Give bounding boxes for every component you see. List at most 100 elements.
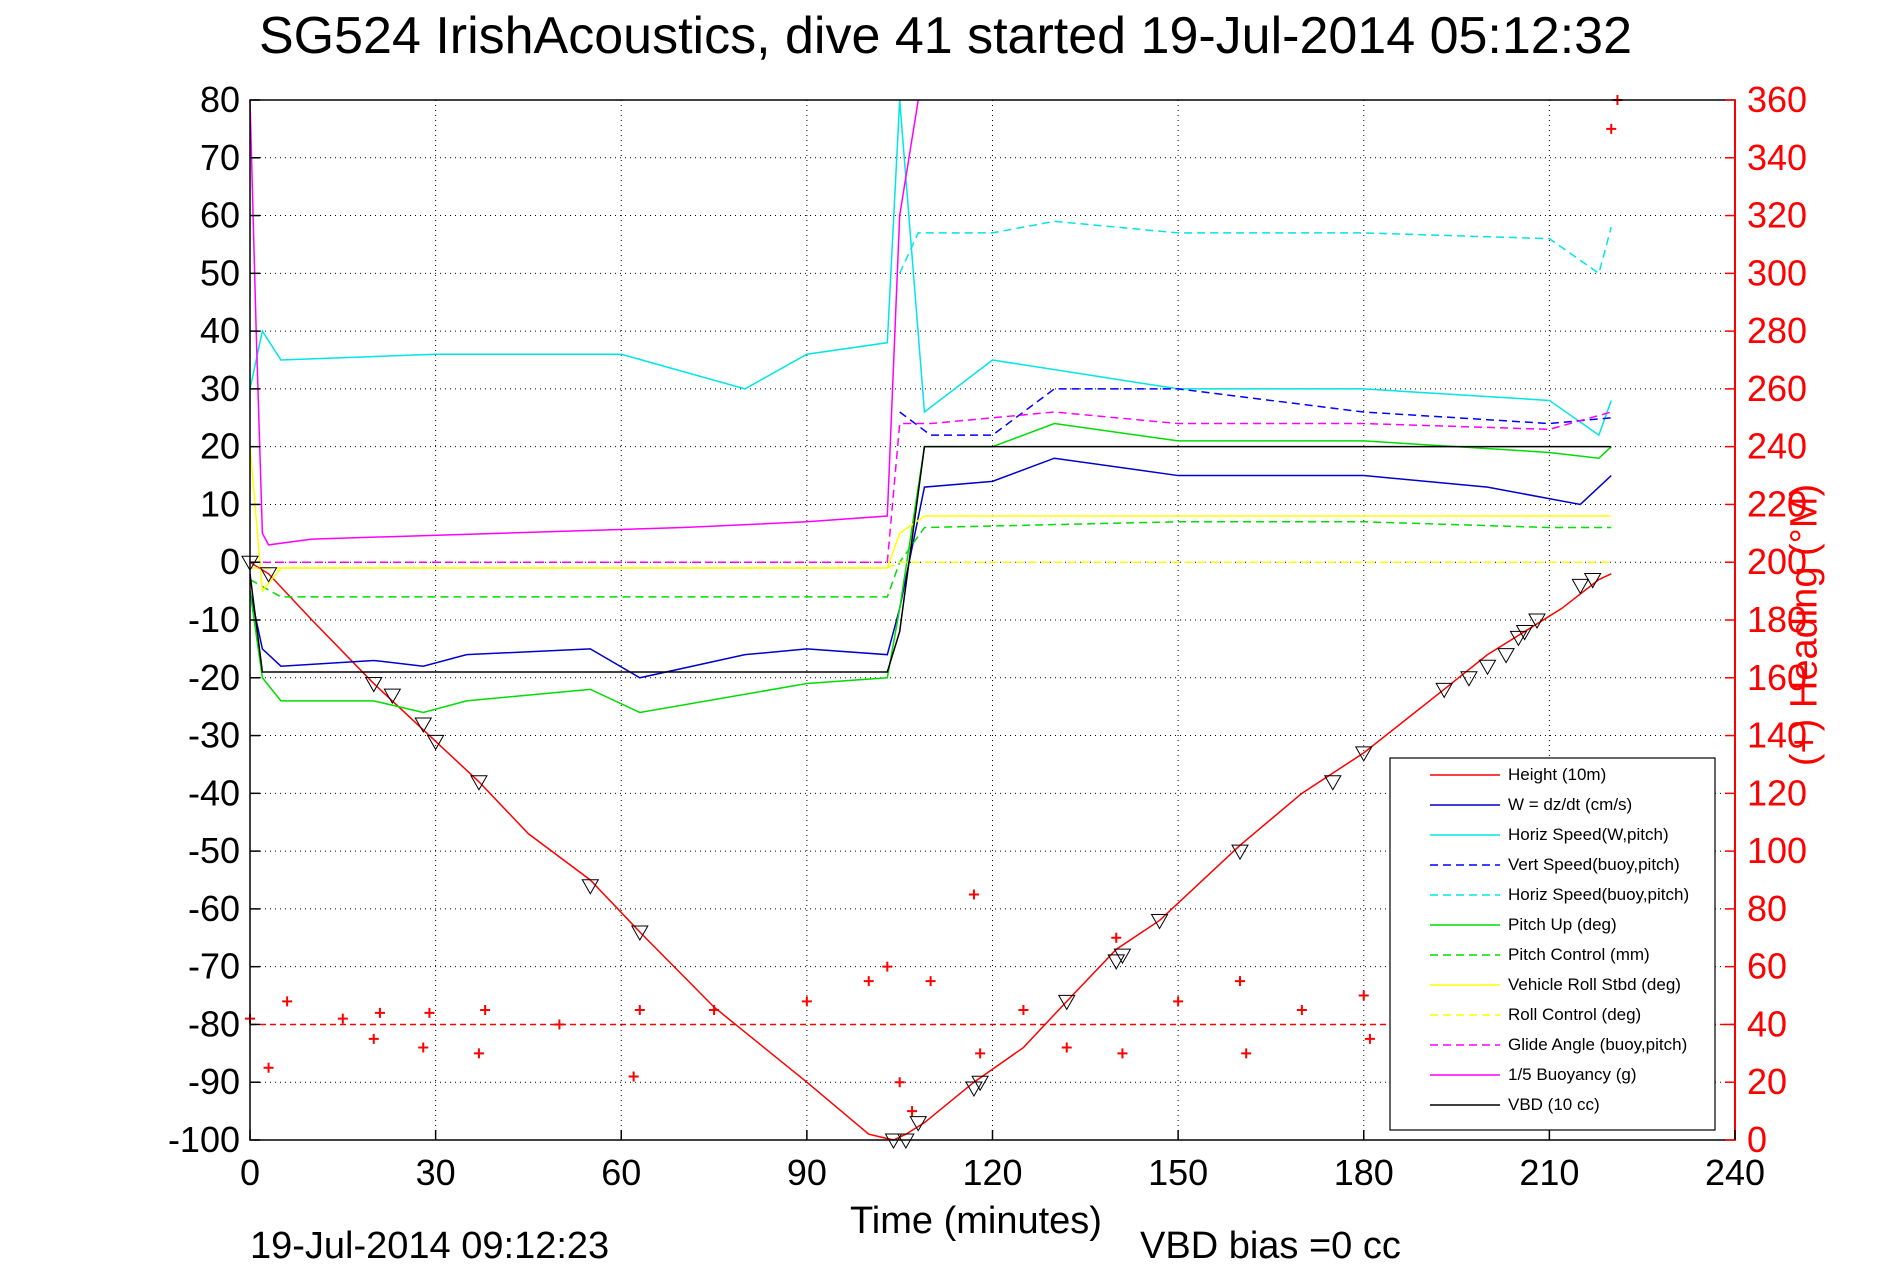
x-axis-label: Time (minutes) [850, 1200, 1102, 1242]
y-tick-label: -70 [188, 946, 240, 987]
y-tick-label: -60 [188, 888, 240, 929]
y2-tick-label: 160 [1747, 657, 1807, 698]
x-tick-label: 240 [1705, 1152, 1765, 1193]
series-line-11 [249, 445, 1612, 673]
x-tick-label: 210 [1519, 1152, 1579, 1193]
legend-label: Height (10m) [1508, 765, 1606, 784]
triangle-marker [1435, 682, 1454, 699]
x-tick-label: 30 [416, 1152, 456, 1193]
triangle-marker [383, 688, 402, 705]
heading-marker [894, 1077, 905, 1088]
x-tick-label: 90 [787, 1152, 827, 1193]
heading-marker [709, 1005, 720, 1015]
series-line-8 [250, 561, 1612, 569]
y2-tick-label: 60 [1747, 946, 1787, 987]
y2-tick-label: 180 [1747, 599, 1807, 640]
y-tick-label: -20 [188, 657, 240, 698]
heading-marker [1018, 1005, 1029, 1015]
y2-tick-label: 40 [1747, 1003, 1787, 1044]
y-tick-label: -100 [168, 1119, 240, 1160]
y-tick-label: 50 [200, 252, 240, 293]
heading-marker [1061, 1042, 1072, 1053]
heading-marker [337, 1013, 348, 1024]
heading-marker [634, 1005, 645, 1015]
y2-tick-label: 300 [1747, 252, 1807, 293]
triangle-marker [414, 717, 433, 734]
y2-tick-label: 360 [1747, 79, 1807, 120]
heading-marker [1358, 990, 1369, 1001]
legend-label: Pitch Control (mm) [1508, 945, 1650, 964]
y2-tick-label: 120 [1747, 772, 1807, 813]
y-tick-label: 0 [220, 541, 240, 582]
triangle-marker [1460, 671, 1478, 687]
y2-axis-label: (+) Heading (°M) [1783, 483, 1826, 767]
x-tick-label: 180 [1334, 1152, 1394, 1193]
series-line-6 [249, 521, 1612, 598]
triangle-marker [426, 734, 445, 751]
legend-label: Vehicle Roll Stbd (deg) [1508, 975, 1681, 994]
heading-marker [1606, 123, 1617, 134]
triangle-marker [897, 1133, 915, 1150]
y2-tick-label: 0 [1747, 1119, 1767, 1160]
triangle-marker [630, 925, 649, 942]
legend-label: Vert Speed(buoy,pitch) [1508, 855, 1680, 874]
y-tick-label: 20 [200, 426, 240, 467]
heading-marker [907, 1106, 918, 1117]
x-tick-label: 60 [601, 1152, 641, 1193]
triangle-marker [1150, 913, 1169, 930]
triangle-marker [1528, 613, 1546, 630]
x-tick-label: 120 [962, 1152, 1022, 1193]
y-tick-label: -10 [188, 599, 240, 640]
legend-box [1389, 757, 1716, 1131]
legend-label: VBD (10 cc) [1508, 1095, 1600, 1114]
y-tick-label: 40 [200, 310, 240, 351]
legend-label: Horiz Speed(W,pitch) [1508, 825, 1669, 844]
triangle-marker [1323, 775, 1342, 791]
heading-marker [473, 1048, 484, 1059]
triangle-marker [971, 1075, 989, 1092]
triangle-marker [965, 1081, 983, 1098]
triangle-marker [1571, 578, 1590, 595]
y2-tick-label: 100 [1747, 830, 1807, 871]
y-tick-label: -80 [188, 1003, 240, 1044]
series-line-2 [249, 99, 1612, 437]
heading-marker [418, 1042, 429, 1053]
chart-title: SG524 IrishAcoustics, dive 41 started 19… [258, 7, 1633, 65]
y2-tick-label: 240 [1747, 426, 1807, 467]
y-tick-label: -40 [188, 772, 240, 813]
series-line-10 [249, 99, 919, 546]
heading-marker [1241, 1048, 1252, 1059]
heading-marker [480, 1005, 491, 1015]
vbd-bias-text: VBD bias =0 cc [1140, 1225, 1401, 1267]
heading-marker [1111, 932, 1122, 943]
heading-marker [628, 1071, 639, 1082]
heading-marker [968, 889, 979, 900]
legend-label: W = dz/dt (cm/s) [1508, 795, 1632, 814]
triangle-marker [909, 1116, 928, 1132]
y2-tick-label: 140 [1747, 715, 1807, 756]
heading-marker [263, 1062, 274, 1073]
triangle-marker [1107, 954, 1126, 970]
heading-marker [368, 1033, 379, 1044]
y-tick-label: -90 [188, 1061, 240, 1102]
triangle-marker [1057, 994, 1076, 1011]
triangle-marker [1497, 648, 1515, 664]
y-tick-label: 80 [200, 79, 240, 120]
legend-label: 1/5 Buoyancy (g) [1508, 1065, 1637, 1084]
triangle-marker [1515, 625, 1534, 641]
triangle-marker [1583, 573, 1602, 589]
heading-marker [882, 961, 893, 972]
y-tick-label: 30 [200, 368, 240, 409]
series-line-4 [899, 220, 1612, 275]
end-timestamp: 19-Jul-2014 09:12:23 [250, 1225, 610, 1267]
triangle-marker [1231, 844, 1249, 861]
heading-marker [801, 996, 812, 1007]
heading-marker [863, 976, 874, 987]
y2-tick-label: 320 [1747, 195, 1807, 236]
heading-marker [925, 976, 936, 987]
heading-marker [1296, 1005, 1307, 1015]
triangle-marker [884, 1133, 903, 1150]
triangle-marker [1113, 948, 1132, 965]
y-tick-label: -30 [188, 715, 240, 756]
